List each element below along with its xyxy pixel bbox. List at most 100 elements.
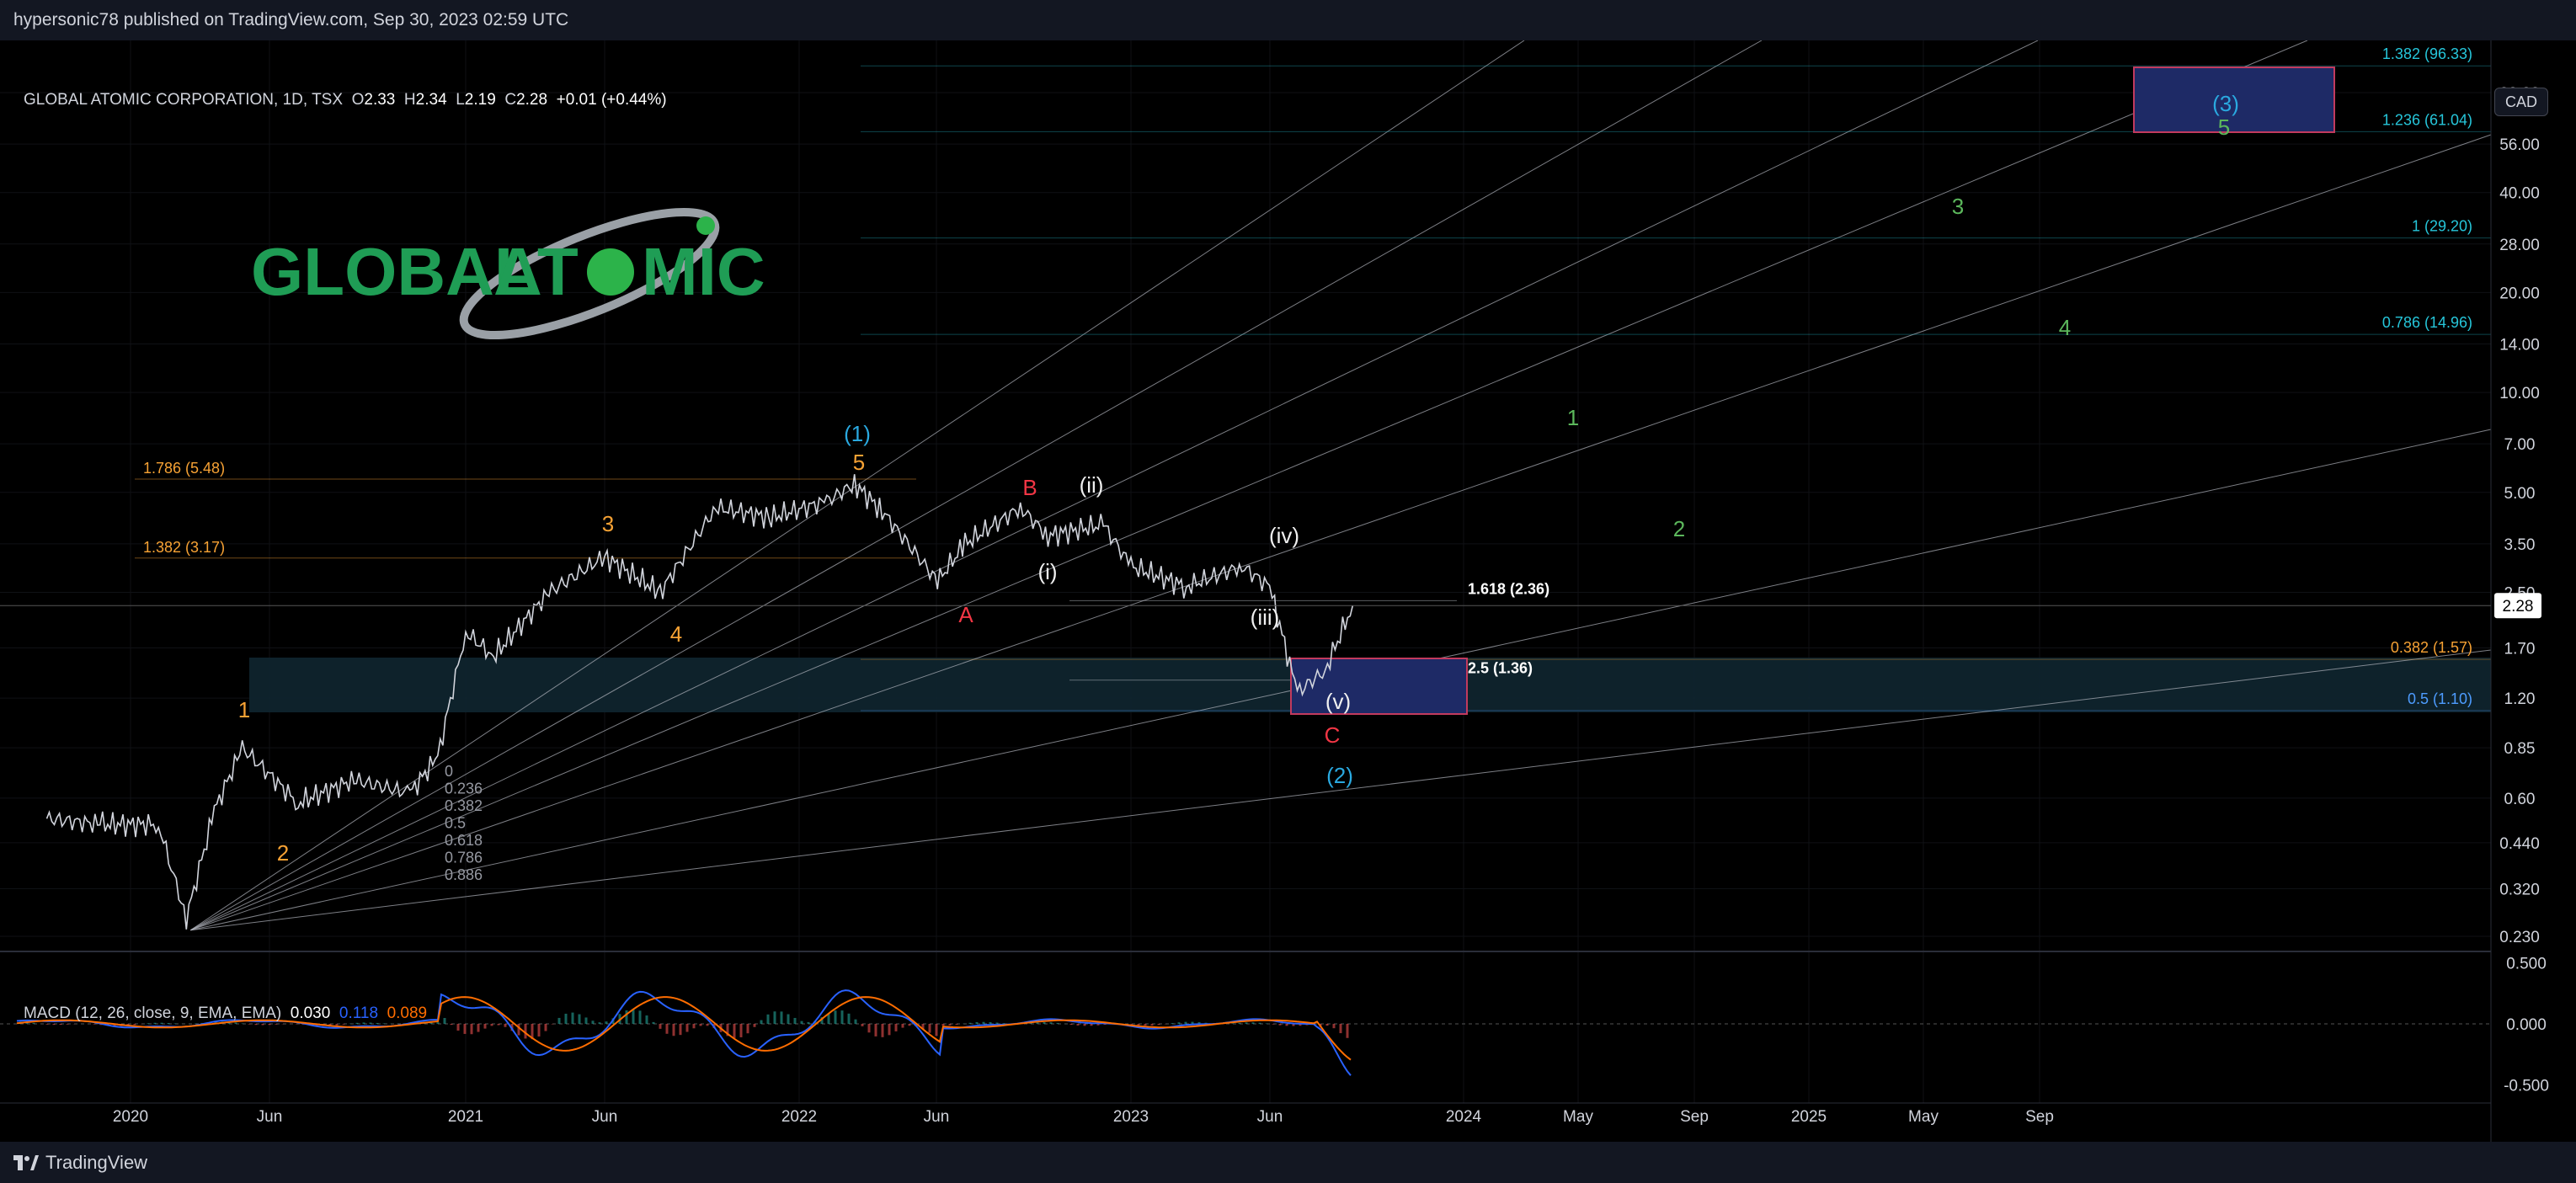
fib-fan-label: 0.5: [445, 815, 466, 832]
publish-header: hypersonic78 published on TradingView.co…: [0, 0, 2576, 40]
tradingview-icon: [13, 1154, 39, 1170]
footer-bar: TradingView: [0, 1142, 2576, 1183]
low-label: L: [456, 91, 465, 109]
fib-fan-label: 0.382: [445, 797, 483, 814]
wave-label-orange: 2: [277, 840, 289, 866]
wave-2-target-box: [1290, 658, 1468, 715]
fib-mid-label: 1.618 (2.36): [1468, 580, 1549, 597]
fib-fan-label: 0: [445, 763, 453, 780]
logo-text-mic: MIC: [642, 234, 765, 309]
fib-fan-line: [190, 40, 2039, 931]
x-tick-label: 2023: [1113, 1108, 1149, 1126]
wave-label-white: (iii): [1251, 605, 1280, 630]
y-tick-label: 1.20: [2504, 690, 2536, 708]
wave-label-green: 2: [1673, 516, 1685, 541]
macd-signal: 0.118: [339, 1004, 379, 1022]
symbol-legend: GLOBAL ATOMIC CORPORATION, 1D, TSX O2.33…: [24, 91, 667, 109]
close-label: C: [504, 91, 517, 109]
macd-signal-line: [16, 996, 1352, 1061]
x-tick-label: Jun: [1257, 1108, 1283, 1126]
x-tick-label: 2020: [113, 1108, 148, 1126]
wave-label-white: (iv): [1269, 523, 1299, 548]
y-tick-label: 56.00: [2499, 136, 2540, 154]
macd-y-tick: 0.000: [2506, 1016, 2547, 1034]
y-tick-label: 28.00: [2499, 237, 2540, 254]
tradingview-brand: TradingView: [45, 1151, 148, 1173]
logo-text-global: GLOBAL: [251, 234, 536, 309]
y-tick-label: 10.00: [2499, 385, 2540, 402]
macd-y-tick: 0.500: [2506, 956, 2547, 973]
y-tick-label: 40.00: [2499, 185, 2540, 203]
y-tick-label: 0.85: [2504, 740, 2536, 758]
high-label: H: [403, 91, 416, 109]
y-tick-label: 0.230: [2499, 929, 2540, 946]
macd-value: 0.030: [290, 1004, 331, 1022]
close-value: 2.28: [516, 91, 548, 109]
fib-level-label: 0.382 (1.57): [2391, 639, 2472, 656]
logo-orbit-dot: [696, 216, 715, 235]
wave-label-orange: 4: [670, 621, 682, 647]
fib-ext-label: 1.786 (5.48): [143, 460, 225, 477]
change-value: +0.01 (+0.44%): [556, 91, 667, 109]
fib-level-label: 1 (29.20): [2412, 218, 2472, 235]
published-info: hypersonic78 published on TradingView.co…: [13, 10, 569, 29]
fib-fan-label: 0.236: [445, 781, 483, 797]
fib-fan-label: 0.618: [445, 832, 483, 849]
fib-ext-label: 1.382 (3.17): [143, 539, 225, 556]
wave-label-green: 1: [1567, 405, 1579, 430]
wave-label-white: (ii): [1080, 472, 1104, 498]
high-value: 2.34: [415, 91, 447, 109]
x-tick-label: May: [1908, 1108, 1939, 1126]
wave-label-orange: 5: [853, 450, 865, 475]
y-tick-label: 1.70: [2504, 640, 2536, 658]
open-label: O: [351, 91, 365, 109]
wave-label-green: 5: [2218, 115, 2230, 140]
fib-fan-label: 0.886: [445, 866, 483, 883]
logo-atom-icon: [587, 248, 634, 296]
last-price-label: 2.28: [2503, 598, 2534, 615]
currency-button[interactable]: CAD: [2494, 88, 2548, 116]
wave-label-white: (i): [1037, 559, 1057, 584]
x-tick-label: Jun: [257, 1108, 283, 1126]
price-line: [45, 474, 1354, 930]
wave-label-red: B: [1022, 475, 1037, 500]
y-tick-label: 7.00: [2504, 436, 2536, 454]
open-value: 2.33: [364, 91, 396, 109]
y-tick-label: 0.440: [2499, 835, 2540, 853]
macd-title: MACD (12, 26, close, 9, EMA, EMA): [24, 1004, 282, 1022]
chart-area[interactable]: 0 0.236 0.382 0.5 0.618 0.786 0.886 1.382 (96.…: [0, 40, 2576, 1142]
wave-label-cyan: (2): [1326, 763, 1353, 788]
wave-label-red: C: [1325, 722, 1341, 748]
y-tick-label: 5.00: [2504, 485, 2536, 503]
y-tick-label: 0.320: [2499, 881, 2540, 898]
x-tick-label: May: [1563, 1108, 1593, 1126]
tradingview-logo[interactable]: TradingView: [13, 1152, 147, 1174]
x-tick-label: 2025: [1791, 1108, 1827, 1126]
fib-fan-line: [190, 40, 1763, 931]
fib-fan-line: [190, 649, 2492, 931]
y-tick-label: 3.50: [2504, 536, 2536, 554]
symbol-name: GLOBAL ATOMIC CORPORATION, 1D, TSX: [24, 91, 344, 109]
wave-label-cyan: (3): [2212, 91, 2239, 116]
fib-fan-line: [190, 40, 2308, 931]
logo-text-at: AT: [493, 234, 579, 309]
fib-level-label: 0.5 (1.10): [2408, 690, 2472, 707]
global-atomic-logo: GLOBAL AT MIC: [251, 207, 765, 340]
wave-label-orange: 3: [602, 511, 614, 536]
fib-level-label: 1.382 (96.33): [2382, 45, 2472, 62]
y-tick-label: 14.00: [2499, 336, 2540, 354]
x-tick-label: 2024: [1446, 1108, 1482, 1126]
fib-mid-label: 2.5 (1.36): [1468, 660, 1533, 677]
x-tick-label: Jun: [924, 1108, 950, 1126]
x-tick-label: Jun: [592, 1108, 618, 1126]
x-tick-label: 2022: [781, 1108, 817, 1126]
wave-label-red: A: [958, 602, 973, 627]
wave-label-cyan: (1): [844, 421, 871, 446]
x-tick-label: Sep: [2025, 1108, 2054, 1126]
macd-hist: 0.089: [387, 1004, 428, 1022]
y-tick-label: 0.60: [2504, 791, 2536, 808]
wave-label-orange: 1: [238, 697, 250, 722]
wave-label-green: 4: [2059, 315, 2071, 340]
